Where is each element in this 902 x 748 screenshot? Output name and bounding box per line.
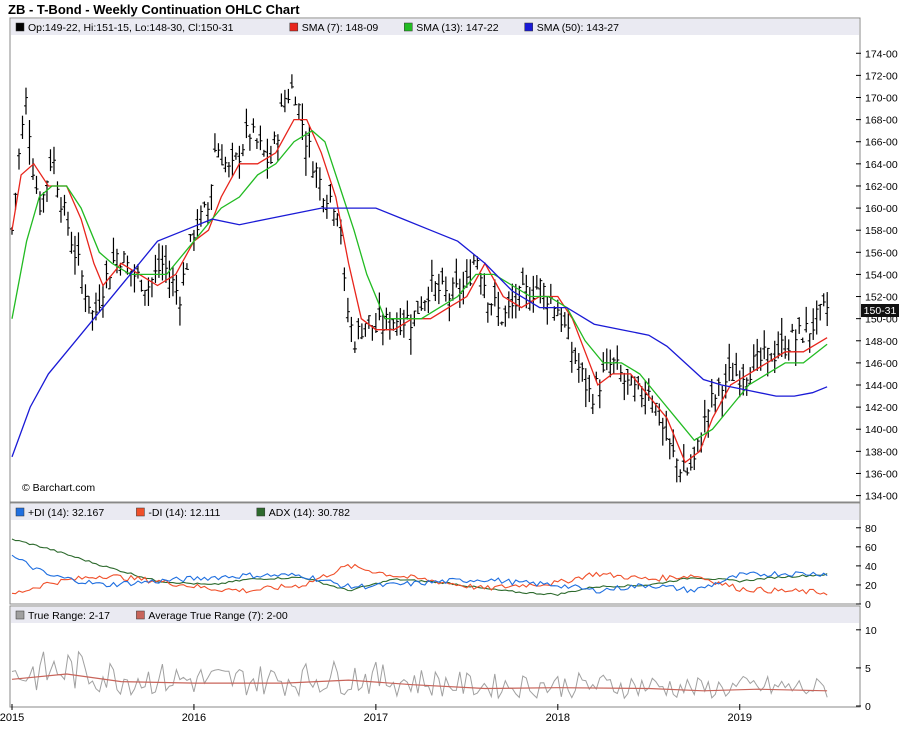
dmi-legend-label-pdi: +DI (14): 32.167 (28, 507, 104, 519)
price-tick-label: 154-00 (865, 269, 898, 281)
price-legend: Op:149-22, Hi:151-15, Lo:148-30, Cl:150-… (15, 22, 619, 34)
x-tick-label: 2016 (182, 712, 206, 724)
price-tick-label: 134-00 (865, 491, 898, 503)
tr-legend-label-atr: Average True Range (7): 2-00 (148, 610, 287, 622)
price-tick-label: 174-00 (865, 48, 898, 60)
price-tick-label: 146-00 (865, 358, 898, 370)
tr-tick-label: 5 (865, 663, 871, 675)
price-tick-label: 172-00 (865, 70, 898, 82)
dmi-tick-label: 40 (865, 561, 877, 573)
price-tick-label: 152-00 (865, 292, 898, 304)
tr-legend-swatch-atr (136, 610, 145, 620)
x-tick-label: 2018 (546, 712, 570, 724)
price-tick-label: 162-00 (865, 181, 898, 193)
tr-lines (11, 650, 828, 700)
price-tick-label: 140-00 (865, 424, 898, 436)
price-panel-frame (9, 17, 861, 503)
dmi-legend-bar (11, 504, 859, 520)
x-tick-label: 2019 (727, 712, 751, 724)
dmi-legend-swatch-mdi (136, 507, 145, 517)
sma50-line (11, 207, 828, 458)
price-tick-label: 148-00 (865, 336, 898, 348)
atr-line (11, 673, 828, 692)
price-tick-label: 156-00 (865, 247, 898, 259)
ohlc-bars (10, 74, 830, 483)
tr-tick-label: 10 (865, 625, 877, 637)
price-tick-label: 136-00 (865, 468, 898, 480)
price-tick-label: 168-00 (865, 115, 898, 127)
dmi-legend-label-adx: ADX (14): 30.782 (269, 507, 350, 519)
dmi-legend-swatch-adx (256, 507, 266, 517)
price-legend-swatch-sma50 (524, 22, 533, 32)
tr-panel-frame (9, 605, 861, 708)
price-tick-label: 144-00 (865, 380, 898, 392)
minus-di-line (11, 563, 828, 596)
price-tick-label: 142-00 (865, 402, 898, 414)
price-legend-swatch-ohlc (15, 22, 25, 32)
price-legend-label-ohlc: Op:149-22, Hi:151-15, Lo:148-30, Cl:150-… (28, 22, 234, 34)
price-legend-swatch-sma7 (289, 22, 299, 32)
chart-title: ZB - T-Bond - Weekly Continuation OHLC C… (8, 2, 300, 17)
last-price-tag (861, 304, 899, 317)
series-lines (11, 118, 828, 464)
price-tick-label: 164-00 (865, 159, 898, 171)
dmi-tick-label: 20 (865, 580, 877, 592)
dmi-legend-swatch-pdi (15, 507, 25, 517)
adx-line (11, 538, 828, 596)
price-tick-label: 138-00 (865, 446, 898, 458)
dmi-tick-label: 0 (865, 599, 871, 611)
dmi-legend-label-mdi: -DI (14): 12.111 (148, 507, 220, 519)
sma13-line (11, 129, 828, 442)
tr-legend-label-tr: True Range: 2-17 (28, 610, 110, 622)
dmi-tick-label: 60 (865, 542, 877, 554)
x-tick-label: 2017 (364, 712, 388, 724)
price-tick-label: 158-00 (865, 225, 898, 237)
dmi-lines (11, 538, 828, 596)
price-legend-label-sma7: SMA (7): 148-09 (302, 22, 379, 34)
price-legend-label-sma50: SMA (50): 143-27 (537, 22, 619, 34)
tr-legend-bar (11, 607, 859, 623)
last-price-label: 150-31 (864, 305, 897, 317)
plus-di-line (11, 554, 828, 594)
true-range-line (11, 650, 828, 700)
sma7-line (11, 118, 828, 464)
y-axis: 134-00 136-00 138-00 140-00 142-00 144-00 146-… (856, 48, 898, 713)
price-tick-label: 166-00 (865, 137, 898, 149)
price-tick-label: 160-00 (865, 203, 898, 215)
price-legend-swatch-sma13 (404, 22, 413, 32)
price-legend-label-sma13: SMA (13): 147-22 (416, 22, 498, 34)
x-axis: 2015 2016 2017 2018 2019 (0, 704, 752, 724)
x-tick-label: 2015 (0, 712, 24, 724)
watermark: © Barchart.com (22, 482, 95, 494)
dmi-legend: +DI (14): 32.167 -DI (14): 12.111 ADX (14)… (15, 507, 350, 519)
dmi-panel-frame (9, 502, 861, 605)
tr-legend: True Range: 2-17 Average True Range (7): … (15, 610, 288, 622)
dmi-tick-label: 80 (865, 523, 877, 535)
price-tick-label: 170-00 (865, 93, 898, 105)
tr-legend-swatch-tr (15, 610, 25, 620)
tr-tick-label: 0 (865, 701, 871, 713)
price-legend-bar (11, 19, 859, 35)
